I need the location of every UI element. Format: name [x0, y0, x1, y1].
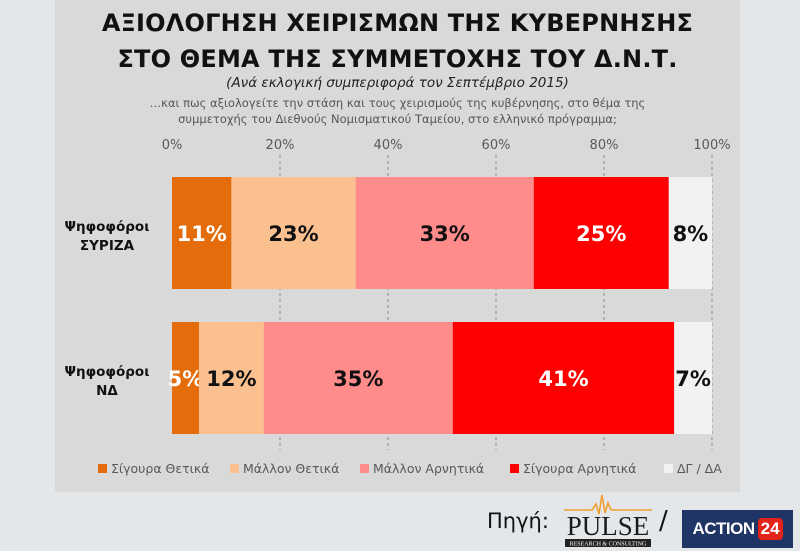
data-label: 7%: [675, 367, 711, 391]
chart-title-line2: ΣΤΟ ΘΕΜΑ ΤΗΣ ΣΥΜΜΕΤΟΧΗΣ ΤΟΥ Δ.Ν.Τ.: [117, 45, 678, 73]
action24-word: ACTION: [692, 519, 755, 538]
category-label-line1: Ψηφοφόροι: [65, 219, 150, 235]
x-tick-label: 60%: [482, 138, 511, 153]
category-label-line2: ΣΥΡΙΖΑ: [80, 238, 135, 254]
data-label: 33%: [420, 222, 470, 246]
bar-segment: [533, 177, 669, 289]
legend-label: Μάλλον Θετικά: [243, 461, 339, 476]
bar-segment: [674, 322, 712, 434]
survey-question-line1: …και πως αξιολογείτε την στάση και τους …: [149, 96, 646, 110]
legend-label: Μάλλον Αρνητικά: [373, 461, 484, 476]
x-tick-label: 80%: [590, 138, 619, 153]
bar-segment: [452, 322, 675, 434]
legend-swatch: [664, 464, 673, 473]
legend-swatch: [360, 464, 369, 473]
pulse-tagline: RESEARCH & CONSULTING: [570, 542, 647, 548]
bar-segment: [263, 322, 453, 434]
bar-segment: [172, 322, 199, 434]
legend-label: Σίγουρα Αρνητικά: [523, 461, 636, 476]
data-label: 23%: [268, 222, 318, 246]
legend-swatch: [98, 464, 107, 473]
x-tick-label: 40%: [374, 138, 403, 153]
category-label-line1: Ψηφοφόροι: [65, 364, 150, 380]
bar-segment: [231, 177, 356, 289]
category-label-line2: ΝΔ: [96, 383, 118, 399]
data-label: 12%: [206, 367, 256, 391]
data-label: 35%: [333, 367, 383, 391]
logo-separator: /: [659, 506, 668, 536]
bar-segment: [172, 177, 232, 289]
data-label: 25%: [576, 222, 626, 246]
legend-label: ΔΓ / ΔΑ: [677, 461, 722, 476]
chart-subtitle: (Ανά εκλογική συμπεριφορά τον Σεπτέμβριο…: [226, 75, 569, 91]
legend-label: Σίγουρα Θετικά: [111, 461, 210, 476]
survey-question-line2: συμμετοχής του Διεθνούς Νομισματικού Ταμ…: [178, 112, 617, 126]
bar-segment: [199, 322, 264, 434]
x-tick-label: 0%: [162, 138, 183, 153]
chart-title-line1: ΑΞΙΟΛΟΓΗΣΗ ΧΕΙΡΙΣΜΩΝ ΤΗΣ ΚΥΒΕΡΝΗΣΗΣ: [101, 9, 694, 37]
legend-swatch: [230, 464, 239, 473]
bar-segment: [355, 177, 534, 289]
action24-logo: ACTION 24: [682, 510, 793, 548]
data-label: 8%: [673, 222, 709, 246]
x-tick-label: 100%: [693, 138, 730, 153]
source-label: Πηγή:: [487, 509, 549, 533]
data-label: 11%: [177, 222, 227, 246]
data-label: 5%: [168, 367, 204, 391]
bar-segment: [668, 177, 712, 289]
pulse-logo: PULSE RESEARCH & CONSULTING: [564, 494, 652, 548]
legend-swatch: [510, 464, 519, 473]
x-tick-label: 20%: [266, 138, 295, 153]
pulse-tagline-bar: [565, 539, 651, 547]
pulse-wordmark: PULSE: [567, 511, 650, 541]
pulse-heartbeat-icon: [564, 494, 652, 515]
action24-number: 24: [757, 518, 783, 540]
data-label: 41%: [538, 367, 588, 391]
